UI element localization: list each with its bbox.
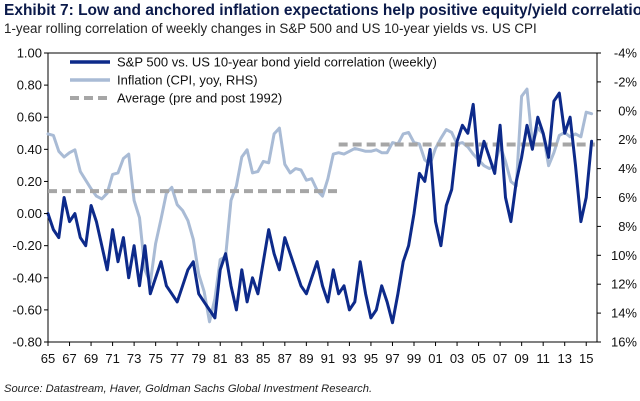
legend: S&P 500 vs. US 10-year bond yield correl…	[70, 55, 437, 106]
right-y-tick-label: 16%	[611, 335, 637, 350]
legend-item-inflation: Inflation (CPI, yoy, RHS)	[70, 73, 258, 88]
x-tick-label: 69	[84, 351, 98, 366]
x-tick-label: 81	[213, 351, 227, 366]
left-y-tick-label: -0.80	[12, 335, 42, 350]
axes-layer: 1.00 0.80 0.60 0.40 0.20 0.00 -0.20 -0.40 -0.60 -…	[12, 46, 637, 367]
x-tick-label: 07	[493, 351, 507, 366]
chart-title: Exhibit 7: Low and anchored inflation ex…	[4, 2, 640, 19]
left-y-tick-label: 0.60	[17, 110, 42, 125]
x-tick-label: 09	[514, 351, 528, 366]
x-tick-label: 87	[278, 351, 292, 366]
x-tick-label: 03	[450, 351, 464, 366]
series-layer	[46, 87, 595, 325]
left-y-tick-label: 0.00	[17, 206, 42, 221]
left-y-tick-label: -0.60	[12, 302, 42, 317]
x-tick-label: 79	[191, 351, 205, 366]
legend-item-correlation-label: S&P 500 vs. US 10-year bond yield correl…	[117, 55, 437, 70]
x-tick-label: 89	[299, 351, 313, 366]
x-tick-label: 91	[321, 351, 335, 366]
x-tick-label: 95	[364, 351, 378, 366]
series-correlation-line	[46, 91, 594, 325]
legend-item-average: Average (pre and post 1992)	[70, 91, 282, 106]
x-tick-label: 67	[62, 351, 76, 366]
legend-item-correlation: S&P 500 vs. US 10-year bond yield correl…	[70, 55, 437, 70]
x-tick-label: 01	[428, 351, 442, 366]
right-y-tick-label: 8%	[618, 219, 637, 234]
x-tick-label: 71	[105, 351, 119, 366]
left-y-tick-label: 0.80	[17, 78, 42, 93]
right-y-tick-label: 14%	[611, 306, 637, 321]
legend-item-inflation-label: Inflation (CPI, yoy, RHS)	[117, 73, 258, 88]
left-y-tick-label: 0.40	[17, 142, 42, 157]
source-note: Source: Datastream, Haver, Goldman Sachs…	[4, 383, 373, 395]
left-y-tick-label: -0.20	[12, 238, 42, 253]
x-tick-label: 83	[235, 351, 249, 366]
right-y-tick-label: 6%	[618, 190, 637, 205]
x-tick-label: 15	[579, 351, 593, 366]
right-y-tick-label: 12%	[611, 277, 637, 292]
series-inflation-line	[46, 87, 594, 324]
legend-item-average-label: Average (pre and post 1992)	[117, 91, 282, 106]
left-y-tick-label: -0.40	[12, 270, 42, 285]
right-y-tick-label: 10%	[611, 248, 637, 263]
x-tick-label: 75	[148, 351, 162, 366]
x-tick-label: 11	[536, 351, 550, 366]
right-y-tick-label: 0%	[618, 103, 637, 118]
right-y-tick-label: 4%	[618, 161, 637, 176]
x-tick-label: 73	[127, 351, 141, 366]
x-tick-label: 93	[342, 351, 356, 366]
right-y-tick-label: 2%	[618, 132, 637, 147]
right-y-tick-label: -4%	[614, 46, 638, 61]
x-tick-label: 99	[407, 351, 421, 366]
x-tick-label: 65	[41, 351, 55, 366]
left-y-tick-label: 1.00	[17, 46, 42, 61]
left-y-tick-label: 0.20	[17, 174, 42, 189]
x-tick-label: 05	[471, 351, 485, 366]
x-tick-label: 97	[385, 351, 399, 366]
chart-subtitle: 1-year rolling correlation of weekly cha…	[4, 21, 537, 36]
x-tick-label: 13	[557, 351, 571, 366]
x-tick-label: 85	[256, 351, 270, 366]
right-y-tick-label: -2%	[614, 74, 638, 89]
x-tick-label: 77	[170, 351, 184, 366]
